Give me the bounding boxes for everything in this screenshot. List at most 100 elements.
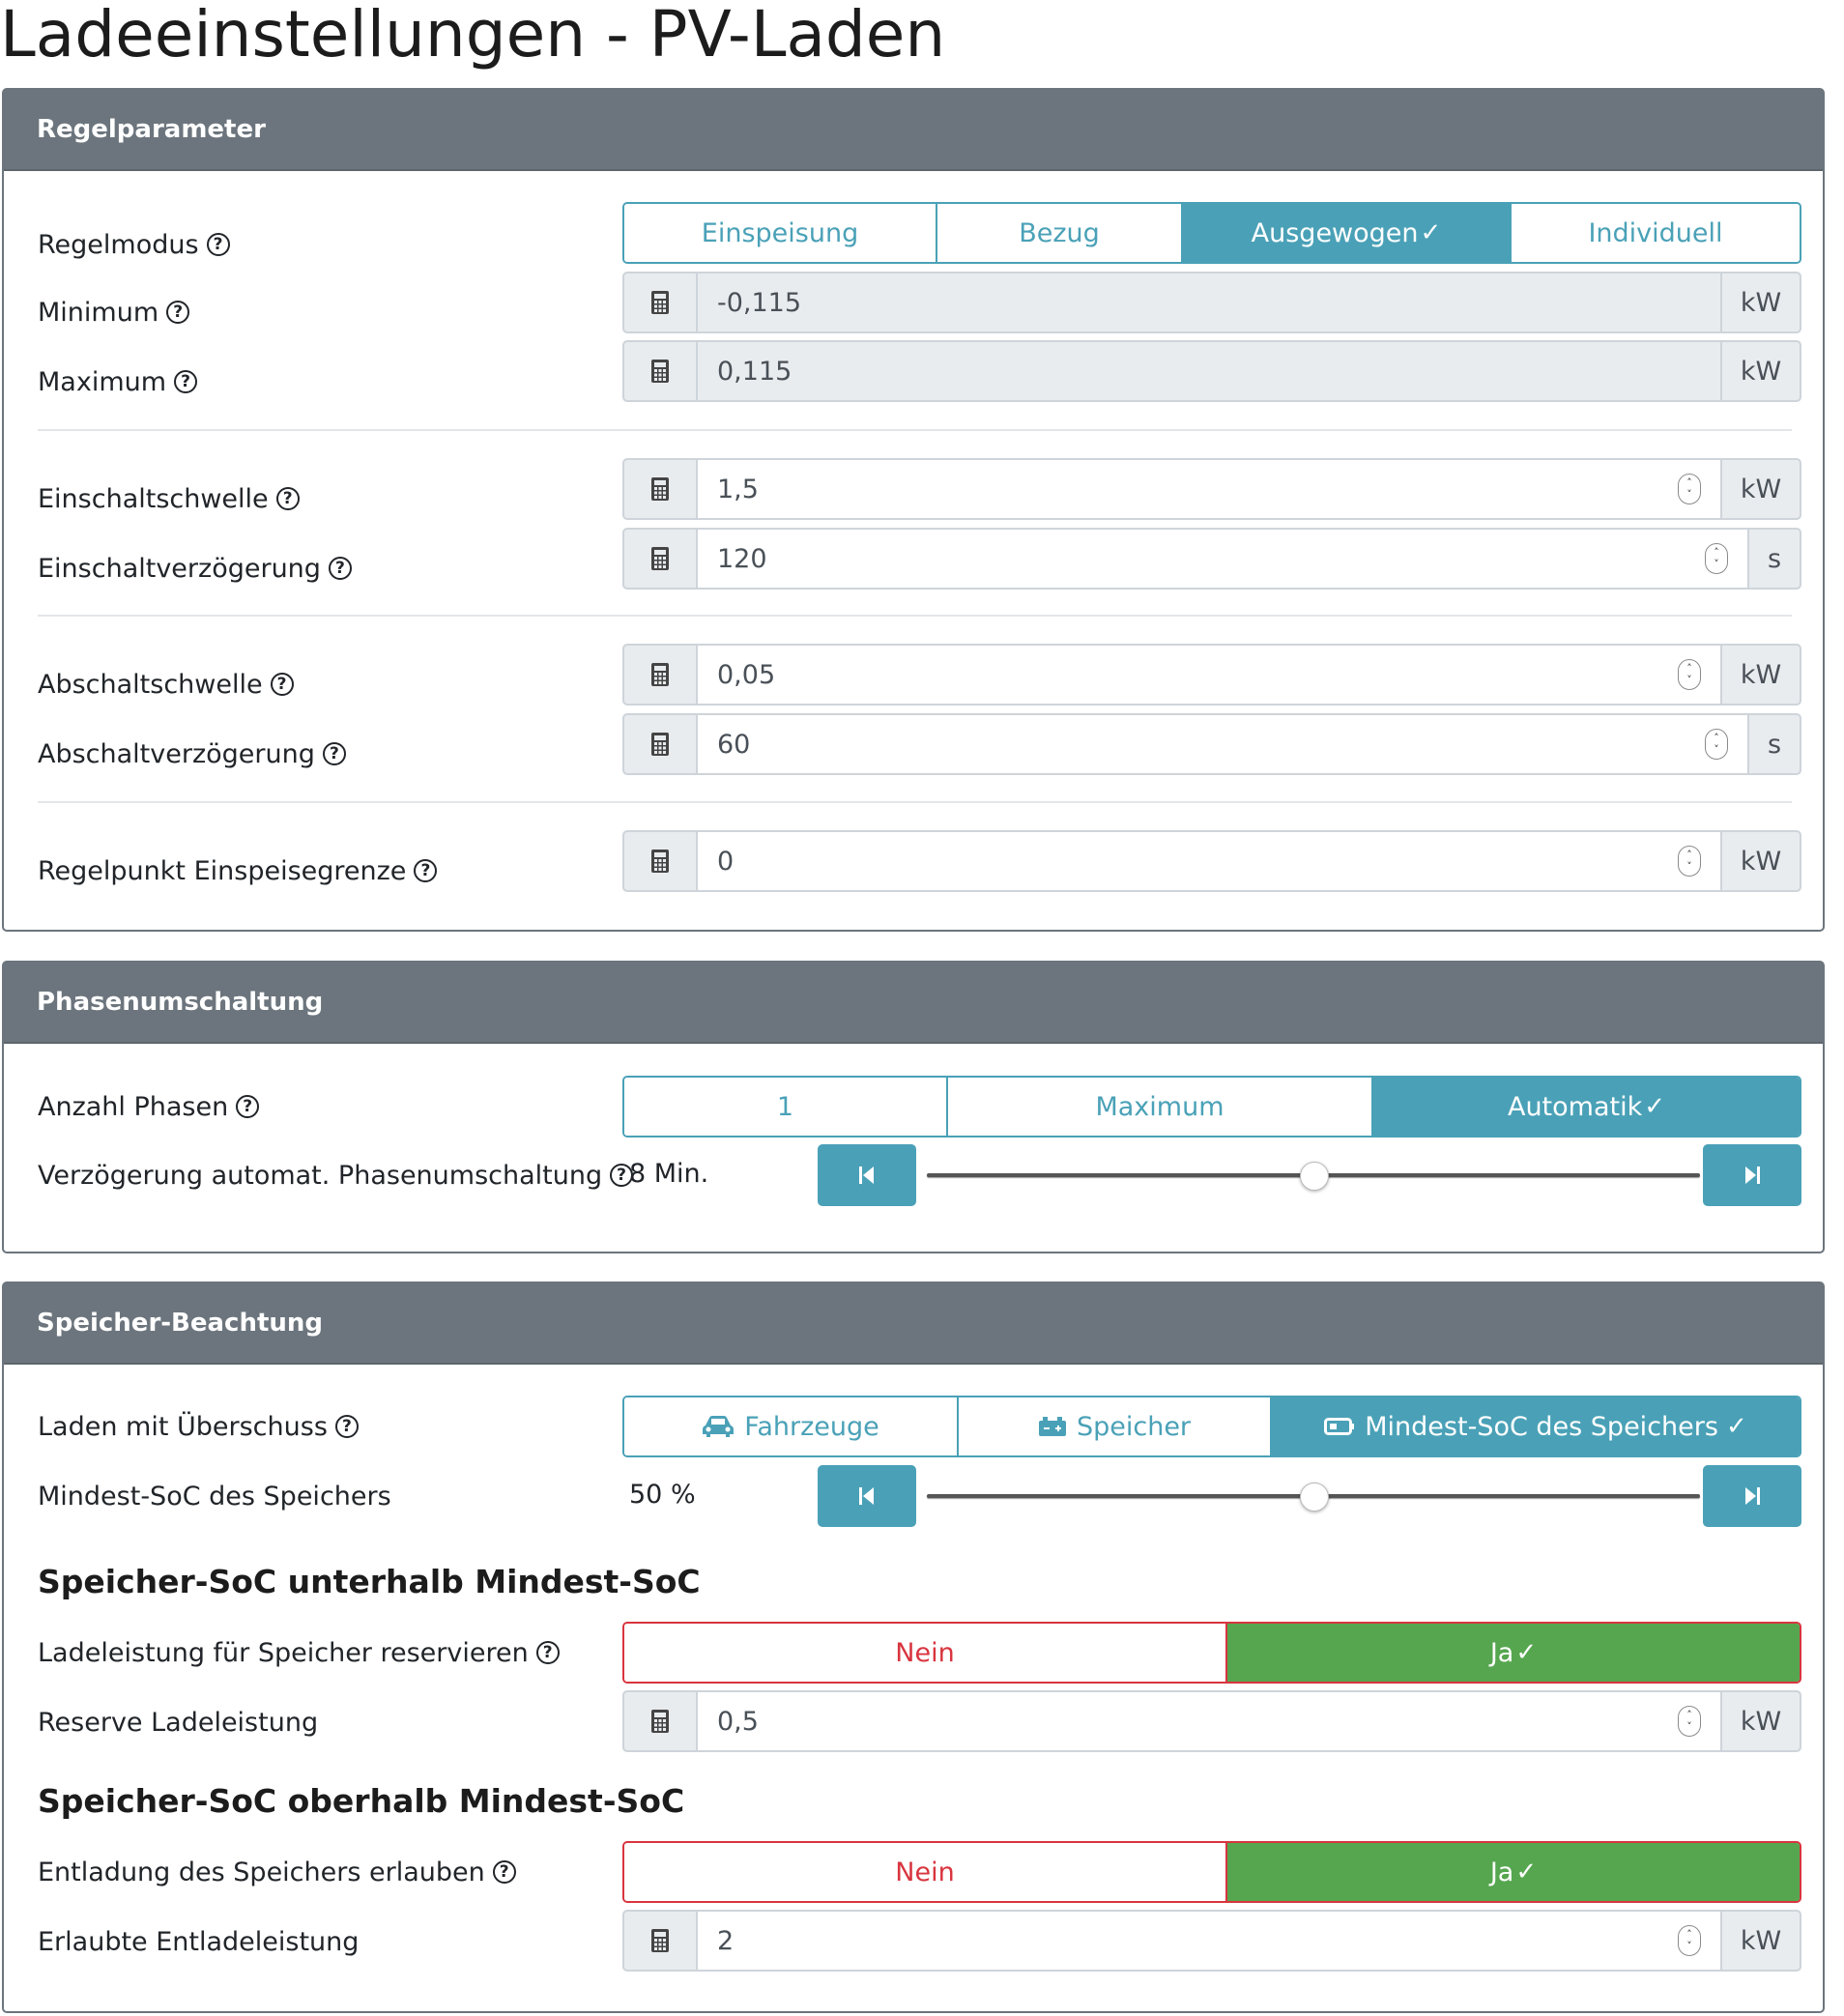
abschaltverzoegerung-input[interactable]: 60 ˄ ˅: [698, 713, 1747, 775]
page-title: Ladeeinstellungen - PV-Laden: [0, 0, 946, 72]
skip-forward-icon: [1745, 1166, 1760, 1184]
option-speicher[interactable]: Speicher: [959, 1397, 1272, 1455]
phasen-option-maximum[interactable]: Maximum: [948, 1078, 1373, 1136]
reserve-ladeleistung-label-text: Reserve Ladeleistung: [38, 1707, 319, 1738]
ladeleistung-reservieren-label: Ladeleistung für Speicher reservieren ?: [38, 1622, 560, 1684]
abschaltschwelle-value: 0,05: [717, 659, 776, 690]
spinner-icon[interactable]: ˄ ˅: [1678, 659, 1701, 690]
unterhalb-heading: Speicher-SoC unterhalb Mindest-SoC: [38, 1563, 701, 1600]
regelmodus-option-ausgewogen-label: Ausgewogen: [1251, 217, 1419, 248]
anzahl-phasen-button-group: 1 Maximum Automatik ✓: [622, 1076, 1801, 1138]
help-icon[interactable]: ?: [275, 487, 300, 510]
abschaltschwelle-input[interactable]: 0,05 ˄ ˅: [698, 644, 1720, 706]
calculator-icon[interactable]: [622, 644, 698, 706]
calculator-icon[interactable]: [622, 528, 698, 590]
abschaltverzoegerung-label: Abschaltverzögerung ?: [38, 723, 346, 785]
mindest-soc-slider-thumb[interactable]: [1300, 1483, 1329, 1512]
slider-decrement-button[interactable]: [818, 1465, 916, 1527]
help-icon[interactable]: ?: [334, 1415, 359, 1438]
spinner-icon[interactable]: ˄ ˅: [1705, 543, 1728, 574]
divider: [38, 801, 1792, 803]
abschaltverzoegerung-label-text: Abschaltverzögerung: [38, 738, 315, 769]
einschaltschwelle-label: Einschaltschwelle ?: [38, 468, 300, 530]
mindest-soc-label-text: Mindest-SoC des Speichers: [38, 1481, 391, 1512]
slider-increment-button[interactable]: [1703, 1465, 1801, 1527]
einschaltverzoegerung-input[interactable]: 120 ˄ ˅: [698, 528, 1747, 590]
slider-increment-button[interactable]: [1703, 1144, 1801, 1206]
regelmodus-label: Regelmodus ?: [38, 214, 230, 275]
abschaltverzoegerung-value: 60: [717, 729, 751, 760]
minimum-label: Minimum ?: [38, 281, 190, 343]
calculator-icon[interactable]: [622, 458, 698, 520]
minimum-label-text: Minimum: [38, 297, 159, 328]
reserve-ladeleistung-input[interactable]: 0,5 ˄ ˅: [698, 1690, 1720, 1752]
nein-button[interactable]: Nein: [624, 1624, 1227, 1682]
car-icon: [702, 1415, 735, 1438]
einschaltschwelle-input[interactable]: 1,5 ˄ ˅: [698, 458, 1720, 520]
verzoegerung-value: 8 Min.: [629, 1159, 709, 1189]
card-header-speicher: Speicher-Beachtung: [4, 1283, 1823, 1365]
card-phasenumschaltung: Phasenumschaltung Anzahl Phasen ? 1 Maxi…: [2, 961, 1825, 1253]
nein-button[interactable]: Nein: [624, 1843, 1227, 1901]
ja-button-label: Ja: [1489, 1637, 1514, 1668]
spinner-icon[interactable]: ˄ ˅: [1678, 1706, 1701, 1737]
phasen-option-1[interactable]: 1: [624, 1078, 948, 1136]
calculator-icon[interactable]: [622, 1910, 698, 1972]
erlaubte-entladeleistung-value: 2: [717, 1925, 735, 1956]
regelpunkt-input[interactable]: 0 ˄ ˅: [698, 830, 1720, 892]
ja-button[interactable]: Ja ✓: [1227, 1624, 1800, 1682]
einschaltverzoegerung-input-group: 120 ˄ ˅ s: [622, 528, 1801, 590]
regelmodus-option-einspeisung[interactable]: Einspeisung: [624, 204, 937, 262]
help-icon[interactable]: ?: [610, 1164, 634, 1187]
help-icon[interactable]: ?: [166, 301, 190, 324]
maximum-input-group: 0,115 kW: [622, 340, 1801, 402]
divider: [38, 429, 1792, 431]
regelmodus-option-ausgewogen[interactable]: Ausgewogen ✓: [1183, 204, 1512, 262]
reserve-ladeleistung-value: 0,5: [717, 1706, 759, 1737]
calculator-icon[interactable]: [622, 340, 698, 402]
checkmark-icon: ✓: [1644, 1092, 1666, 1121]
ja-button-label: Ja: [1489, 1857, 1514, 1887]
skip-forward-icon: [1745, 1487, 1760, 1505]
help-icon[interactable]: ?: [535, 1641, 560, 1664]
regelmodus-option-bezug[interactable]: Bezug: [937, 204, 1183, 262]
spinner-icon[interactable]: ˄ ˅: [1678, 474, 1701, 504]
spinner-icon[interactable]: ˄ ˅: [1705, 729, 1728, 760]
help-icon[interactable]: ?: [414, 859, 438, 882]
help-icon[interactable]: ?: [174, 370, 198, 393]
reserve-ladeleistung-unit: kW: [1720, 1690, 1801, 1752]
abschaltverzoegerung-unit: s: [1747, 713, 1801, 775]
skip-back-icon: [859, 1487, 874, 1505]
help-icon[interactable]: ?: [328, 557, 352, 580]
calculator-icon[interactable]: [622, 830, 698, 892]
help-icon[interactable]: ?: [322, 742, 346, 765]
einschaltschwelle-input-group: 1,5 ˄ ˅ kW: [622, 458, 1801, 520]
regelpunkt-label: Regelpunkt Einspeisegrenze ?: [38, 840, 438, 902]
phasen-option-automatik[interactable]: Automatik ✓: [1373, 1078, 1800, 1136]
phasen-option-automatik-label: Automatik: [1507, 1091, 1643, 1122]
ja-button[interactable]: Ja ✓: [1227, 1843, 1800, 1901]
help-icon[interactable]: ?: [270, 673, 294, 696]
help-icon[interactable]: ?: [206, 233, 230, 256]
spinner-icon[interactable]: ˄ ˅: [1678, 1925, 1701, 1956]
regelpunkt-unit: kW: [1720, 830, 1801, 892]
regelmodus-option-individuell[interactable]: Individuell: [1512, 204, 1800, 262]
einschaltschwelle-label-text: Einschaltschwelle: [38, 483, 269, 514]
help-icon[interactable]: ?: [236, 1095, 260, 1118]
calculator-icon[interactable]: [622, 272, 698, 333]
option-mindest-soc[interactable]: Mindest-SoC des Speichers ✓: [1272, 1397, 1800, 1455]
calculator-icon[interactable]: [622, 1690, 698, 1752]
verzoegerung-slider-thumb[interactable]: [1300, 1162, 1329, 1191]
einschaltverzoegerung-label-text: Einschaltverzögerung: [38, 553, 321, 584]
option-speicher-label: Speicher: [1076, 1411, 1192, 1442]
option-fahrzeuge[interactable]: Fahrzeuge: [624, 1397, 959, 1455]
entladung-erlauben-label-text: Entladung des Speichers erlauben: [38, 1857, 485, 1887]
slider-decrement-button[interactable]: [818, 1144, 916, 1206]
spinner-icon[interactable]: ˄ ˅: [1678, 846, 1701, 877]
calculator-icon[interactable]: [622, 713, 698, 775]
battery-car-icon: [1038, 1416, 1067, 1437]
maximum-field: 0,115: [698, 340, 1720, 402]
erlaubte-entladeleistung-input[interactable]: 2 ˄ ˅: [698, 1910, 1720, 1972]
entladung-erlauben-toggle: Nein Ja ✓: [622, 1841, 1801, 1903]
help-icon[interactable]: ?: [492, 1860, 516, 1884]
